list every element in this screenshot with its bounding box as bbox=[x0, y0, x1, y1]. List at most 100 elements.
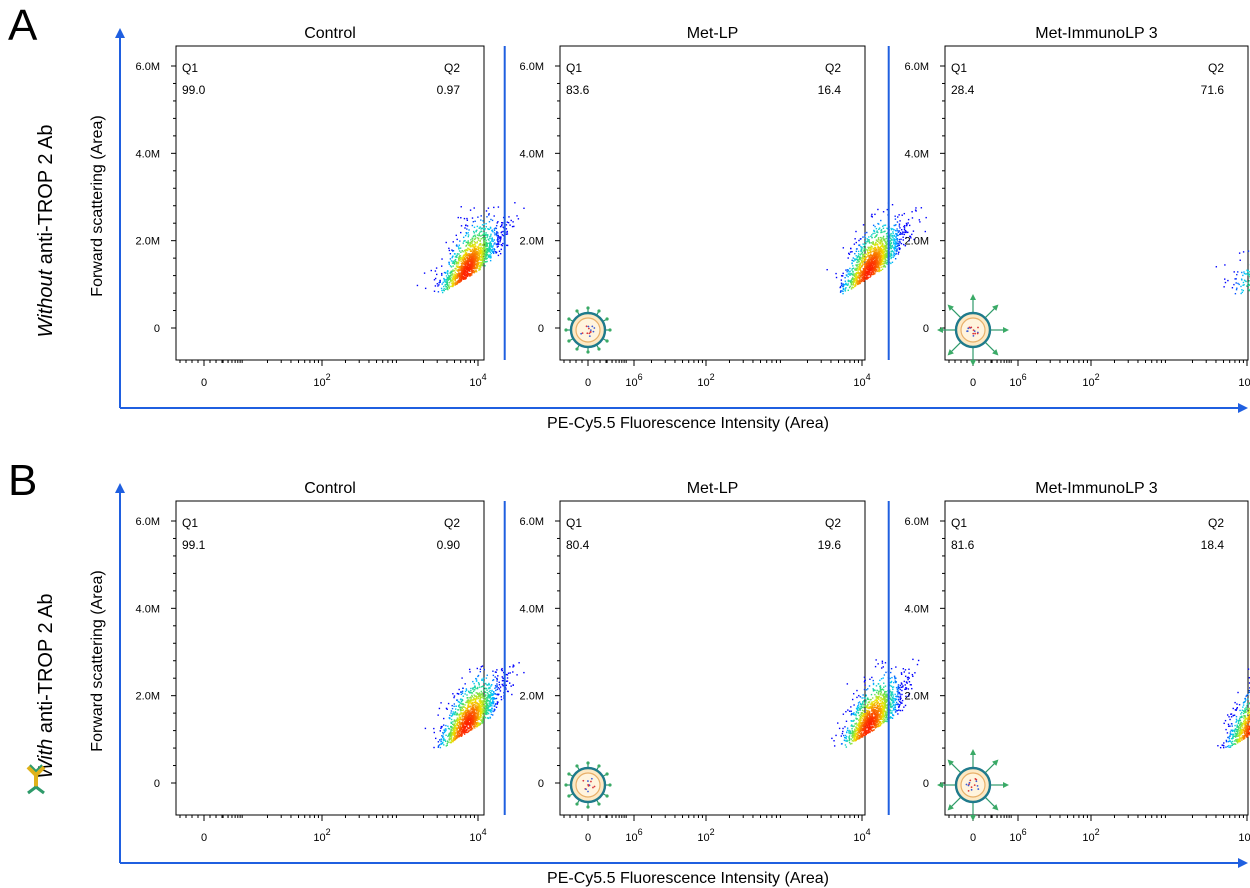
scatter-point bbox=[881, 263, 883, 266]
scatter-point bbox=[486, 245, 488, 247]
scatter-point bbox=[477, 258, 480, 261]
scatter-point bbox=[475, 255, 477, 258]
scatter-point bbox=[885, 245, 887, 247]
scatter-point bbox=[872, 242, 874, 244]
scatter-point bbox=[885, 256, 888, 258]
scatter-point bbox=[883, 256, 886, 259]
scatter-point bbox=[460, 225, 463, 227]
scatter-point bbox=[477, 246, 480, 248]
scatter-point bbox=[512, 664, 515, 666]
scatter-point bbox=[457, 274, 460, 276]
scatter-point bbox=[484, 254, 486, 256]
scatter-point bbox=[442, 281, 444, 284]
scatter-point bbox=[866, 259, 869, 261]
scatter-point bbox=[496, 234, 498, 237]
scatter-point bbox=[447, 270, 449, 272]
scatter-point bbox=[862, 276, 864, 278]
scatter-point bbox=[846, 271, 848, 273]
scatter-point bbox=[448, 287, 450, 290]
scatter-point bbox=[859, 264, 862, 266]
scatter-point bbox=[851, 267, 854, 270]
scatter-point bbox=[864, 268, 866, 270]
scatter-point bbox=[868, 246, 871, 249]
scatter-point bbox=[456, 276, 458, 278]
scatter-point bbox=[876, 243, 879, 245]
scatter-point bbox=[884, 260, 887, 263]
q1-value: 99.0 bbox=[182, 83, 206, 97]
scatter-point bbox=[1235, 282, 1237, 284]
scatter-point bbox=[455, 282, 457, 285]
scatter-point bbox=[863, 277, 865, 279]
scatter-point bbox=[448, 733, 451, 736]
scatter-point bbox=[451, 273, 453, 275]
scatter-point bbox=[875, 227, 878, 230]
scatter-point bbox=[500, 224, 503, 227]
scatter-point bbox=[510, 219, 512, 222]
scatter-point bbox=[860, 280, 863, 283]
scatter-point bbox=[894, 215, 896, 217]
scatter-point bbox=[871, 256, 873, 259]
scatter-point bbox=[854, 259, 856, 261]
scatter-point bbox=[863, 278, 865, 280]
scatter-point bbox=[458, 250, 461, 252]
scatter-point bbox=[862, 270, 864, 272]
scatter-point bbox=[472, 698, 474, 701]
scatter-point bbox=[876, 265, 879, 267]
scatter-point bbox=[851, 278, 853, 281]
scatter-point bbox=[903, 227, 906, 229]
panel-title: Met-LP bbox=[687, 25, 739, 42]
x-tick-label: 106 bbox=[1009, 372, 1026, 389]
scatter-point bbox=[866, 266, 868, 268]
scatter-point bbox=[865, 253, 868, 255]
scatter-point bbox=[864, 257, 867, 259]
scatter-point bbox=[864, 260, 866, 262]
scatter-point bbox=[894, 242, 896, 244]
scatter-point bbox=[886, 261, 888, 264]
scatter-point bbox=[869, 250, 872, 253]
scatter-point bbox=[874, 259, 876, 262]
scatter-point bbox=[882, 243, 884, 245]
scatter-point bbox=[484, 254, 486, 257]
scatter-point bbox=[909, 235, 911, 238]
scatter-point bbox=[867, 255, 869, 258]
scatter-point bbox=[488, 249, 490, 251]
scatter-point bbox=[476, 246, 478, 248]
scatter-point bbox=[882, 225, 884, 228]
scatter-point bbox=[871, 267, 873, 269]
scatter-point bbox=[877, 264, 879, 266]
scatter-point bbox=[459, 273, 461, 276]
scatter-point bbox=[460, 274, 462, 277]
scatter-point bbox=[856, 272, 859, 274]
scatter-point bbox=[876, 255, 879, 258]
scatter-point bbox=[873, 267, 876, 270]
scatter-point bbox=[868, 239, 870, 241]
scatter-point bbox=[1239, 259, 1241, 261]
scatter-point bbox=[467, 260, 469, 263]
scatter-point bbox=[885, 233, 888, 235]
scatter-point bbox=[471, 258, 474, 260]
scatter-point bbox=[903, 225, 905, 228]
scatter-point bbox=[438, 284, 440, 286]
scatter-point bbox=[1247, 270, 1249, 273]
scatter-point bbox=[464, 256, 466, 259]
scatter-point bbox=[855, 279, 857, 281]
scatter-point bbox=[465, 708, 467, 710]
scatter-point bbox=[467, 240, 469, 242]
scatter-point bbox=[433, 279, 436, 281]
scatter-point bbox=[444, 284, 447, 286]
scatter-point bbox=[478, 253, 480, 255]
scatter-point bbox=[475, 678, 478, 680]
scatter-point bbox=[468, 668, 471, 671]
scatter-point bbox=[858, 260, 860, 263]
scatter-point bbox=[460, 260, 462, 263]
scatter-point bbox=[854, 277, 856, 279]
scatter-point bbox=[491, 690, 493, 692]
scatter-point bbox=[874, 247, 876, 249]
scatter-point bbox=[1243, 284, 1245, 286]
scatter-point bbox=[900, 242, 903, 245]
scatter-point bbox=[871, 213, 873, 216]
scatter-point bbox=[482, 239, 485, 241]
scatter-point bbox=[475, 250, 477, 252]
scatter-point bbox=[850, 288, 853, 290]
